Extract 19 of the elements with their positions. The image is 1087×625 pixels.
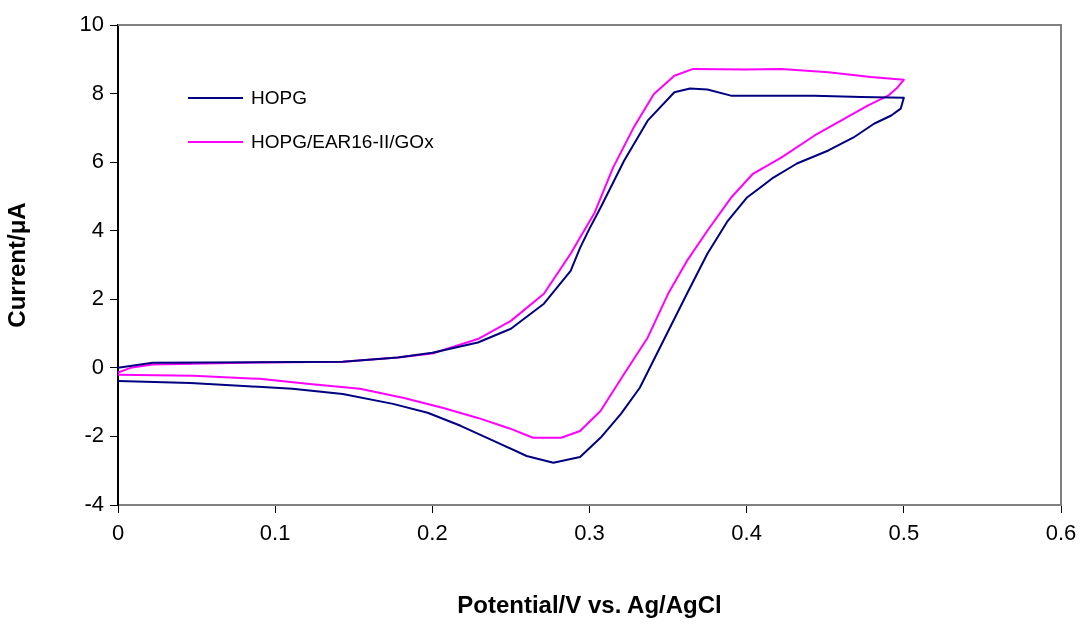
y-tick-label: 6 (91, 148, 104, 174)
legend-label: HOPG/EAR16-II/GOx (251, 131, 434, 153)
y-tick-label: 2 (91, 285, 104, 311)
y-axis-title: Current/μA (3, 202, 31, 328)
legend-label: HOPG (251, 87, 307, 109)
y-tick-label: 10 (79, 11, 104, 37)
y-tick-label: 8 (91, 79, 104, 105)
x-tick-label: 0 (111, 520, 125, 546)
x-tick-label: 0.5 (888, 520, 920, 546)
y-tick-label: -4 (84, 491, 104, 517)
y-tick-label: -2 (84, 422, 104, 448)
x-tick-label: 0.1 (259, 520, 291, 546)
x-tick-label: 0.3 (574, 520, 605, 546)
x-tick-label: 0.4 (731, 520, 762, 546)
y-tick-label: 0 (91, 353, 104, 379)
x-tick-label: 0.6 (1045, 520, 1077, 546)
x-tick-label: 0.2 (417, 520, 448, 546)
y-tick-label: 4 (91, 216, 104, 242)
x-axis-title: Potential/V vs. Ag/AgCl (457, 591, 722, 619)
